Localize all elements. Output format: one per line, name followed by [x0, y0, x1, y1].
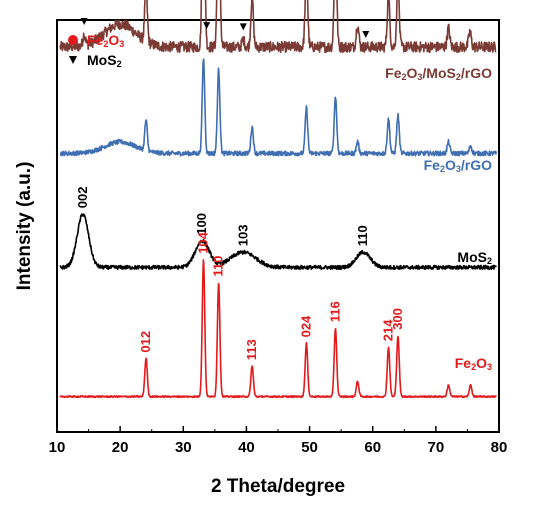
peak-index-label: 100: [194, 213, 209, 235]
mos2-peak-marker: [80, 17, 88, 25]
x-tick-label: 10: [49, 439, 66, 456]
peak-index-label: 300: [390, 308, 405, 330]
series-label: MoS2: [457, 249, 492, 266]
legend-label: MoS2: [87, 52, 122, 69]
peak-index-label: 024: [298, 315, 313, 337]
legend-circle-marker: [68, 35, 78, 45]
x-tick-label: 30: [175, 439, 192, 456]
x-axis-ticks: 10 20 30 40 50 60 70 80: [49, 426, 508, 456]
peak-index-label: 110: [355, 225, 370, 246]
mos2-peak-marker: [203, 22, 211, 30]
series-label: Fe2O3/rGO: [424, 157, 492, 174]
x-axis-label: 2 Theta/degree: [211, 476, 345, 497]
mos2-peak-marker: [239, 23, 247, 31]
peak-index-label: 103: [235, 224, 250, 246]
plot-frame: [56, 19, 500, 433]
peak-index-label: 012: [138, 331, 153, 353]
x-tick-label: 50: [301, 439, 318, 456]
legend: Fe2O3 MoS2: [68, 32, 124, 69]
marker-layer: [80, 17, 370, 38]
legend-label: Fe2O3: [87, 32, 124, 49]
x-tick-label: 60: [364, 439, 381, 456]
x-tick-label: 20: [112, 439, 129, 456]
peak-index-label: 104: [195, 231, 210, 253]
series-line: [59, 259, 497, 399]
peak-index-label: 110: [211, 256, 226, 277]
series-line: [59, 0, 497, 54]
legend-triangle-marker: [69, 56, 77, 64]
x-tick-label: 70: [428, 439, 445, 456]
mos2-peak-marker: [362, 31, 370, 38]
series-layer: Fe2O3/MoS2/rGO Fe2O3/rGO MoS2 002 100 103 110 F…: [59, 0, 498, 399]
y-axis-label: Intensity (a.u.): [14, 162, 35, 291]
series-line: [59, 213, 497, 271]
series-line: [59, 58, 498, 157]
series-label: Fe2O3: [455, 355, 492, 372]
x-tick-label: 40: [238, 439, 255, 456]
peak-index-label: 002: [75, 186, 90, 208]
peak-index-label: 113: [244, 339, 259, 360]
series-label: Fe2O3/MoS2/rGO: [385, 65, 492, 82]
peak-index-label: 116: [327, 301, 342, 322]
x-tick-label: 80: [491, 439, 508, 456]
peak-index-label: 214: [381, 319, 396, 341]
